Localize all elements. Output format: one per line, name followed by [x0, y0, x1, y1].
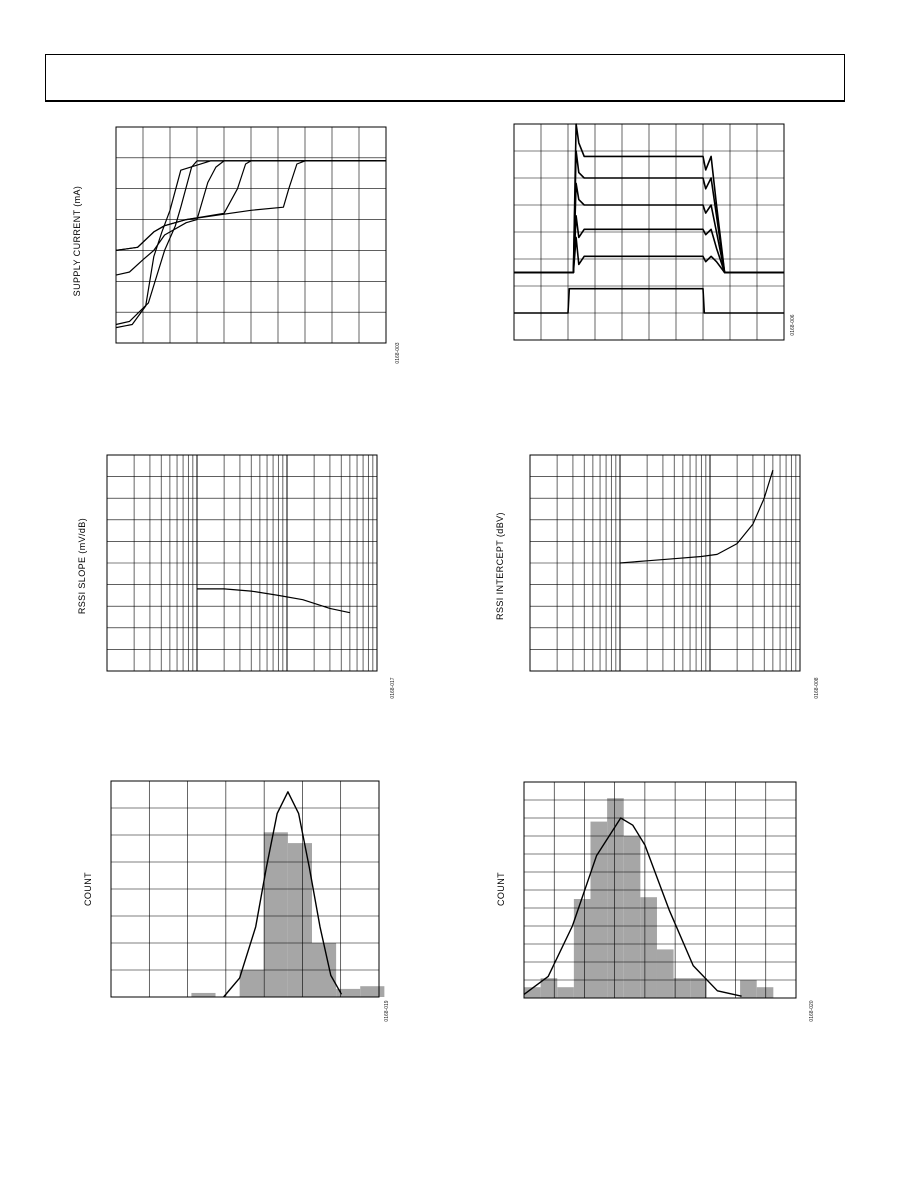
plot-frame — [115, 126, 387, 344]
chart-4-ylabel: RSSI INTERCEPT (dBV) — [495, 512, 505, 620]
plot-frame — [513, 123, 785, 341]
plot-frame — [529, 454, 801, 672]
chart-6-count-histogram — [523, 781, 797, 999]
histogram-bar — [656, 949, 674, 998]
series-line-5 — [115, 160, 386, 329]
histogram-bar — [540, 978, 558, 998]
histogram-bar — [756, 987, 774, 998]
series-line-1 — [197, 588, 351, 614]
chart-5-ylabel: COUNT — [83, 872, 93, 906]
chart-4-fignum: 0168-008 — [814, 677, 820, 699]
page-header-box — [45, 54, 845, 102]
histogram-bar — [623, 836, 641, 998]
histogram-bar — [740, 980, 757, 998]
plot-frame — [523, 781, 797, 999]
series-line-3 — [115, 160, 386, 276]
fit-curve — [523, 817, 742, 997]
chart-6-fignum: 0168-020 — [809, 1000, 815, 1022]
chart-1-ylabel: SUPPLY CURRENT (mA) — [72, 185, 82, 297]
histogram-bar — [263, 832, 288, 997]
series-line-1 — [619, 469, 774, 564]
series-line-5 — [514, 236, 784, 274]
chart-3-fignum: 0168-017 — [390, 677, 396, 699]
histogram-bar — [191, 992, 216, 997]
histogram-bar — [640, 897, 657, 998]
chart-2-fignum: 0168-006 — [790, 314, 796, 336]
histogram-bar — [336, 988, 361, 997]
series-line-4 — [514, 215, 784, 274]
chart-5-count-histogram — [110, 780, 385, 998]
histogram-bar — [557, 987, 574, 998]
chart-3-ylabel: RSSI SLOPE (mV/dB) — [77, 517, 87, 615]
chart-1-supply-current — [115, 126, 387, 344]
series-line-6 — [514, 287, 784, 314]
plot-frame — [110, 780, 380, 998]
chart-2-scope-traces — [513, 123, 785, 341]
histogram-bar — [287, 843, 312, 997]
histogram-bar — [590, 821, 608, 998]
chart-4-rssi-intercept — [529, 454, 801, 672]
histogram-bar — [573, 899, 591, 998]
chart-1-fignum: 0168-003 — [395, 342, 401, 364]
chart-3-rssi-slope — [106, 454, 378, 672]
series-line-4 — [115, 160, 386, 326]
chart-6-ylabel: COUNT — [496, 872, 506, 906]
histogram-bar — [524, 987, 541, 998]
chart-5-fignum: 0168-019 — [384, 1000, 390, 1022]
histogram-bar — [360, 986, 385, 997]
histogram-bar — [607, 798, 624, 998]
histogram-bar — [673, 978, 691, 998]
histogram-bar — [239, 970, 264, 997]
fit-curve — [223, 791, 343, 998]
series-line-3 — [514, 182, 784, 274]
plot-frame — [106, 454, 378, 672]
histogram-bar — [690, 978, 707, 998]
